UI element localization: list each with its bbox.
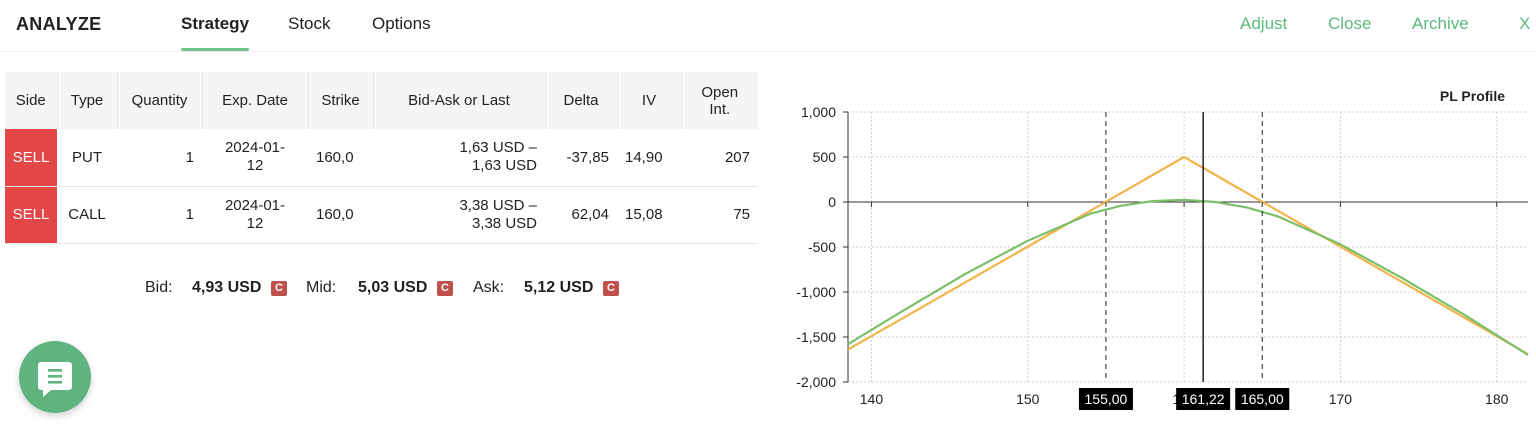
bid-label: Bid:: [145, 279, 173, 296]
tab-stock[interactable]: Stock: [288, 14, 331, 33]
marker-label-box: [1235, 388, 1290, 410]
pl-series-line-1: [847, 198, 1529, 356]
col-exp-date: Exp. Date: [202, 72, 309, 129]
bid-value: 4,93 USD: [192, 279, 262, 296]
legs-table: Side Type Quantity Exp. Date Strike Bid-…: [5, 72, 758, 244]
x-tick-label: 150: [1016, 391, 1040, 407]
strike-cell: 160,0: [308, 186, 373, 244]
col-quantity: Quantity: [117, 72, 203, 129]
col-iv: IV: [617, 72, 682, 129]
pl-series-line-0: [847, 155, 1529, 356]
col-side: Side: [5, 72, 58, 129]
exp-date-part-2: 12: [246, 157, 264, 175]
quantity-cell: 1: [117, 129, 202, 187]
dismiss-icon[interactable]: X: [1519, 14, 1531, 33]
exp-date-part-1: 2024-01-: [224, 196, 286, 214]
ask-label: Ask:: [473, 279, 505, 296]
active-tab-indicator: [181, 48, 249, 51]
side-badge: SELL: [5, 186, 57, 244]
col-bid-ask: Bid-Ask or Last: [373, 72, 546, 129]
col-open-int: Open Int.: [681, 72, 758, 129]
adjust-button[interactable]: Adjust: [1240, 14, 1288, 33]
ask-c-badge[interactable]: C: [603, 281, 619, 296]
y-tick-label: -1,000: [796, 284, 836, 300]
y-tick-label: 1,000: [801, 104, 836, 120]
marker-label: 155,00: [1085, 391, 1128, 407]
bid-ask-cell: 1,63 USD – 1,63 USD: [373, 129, 545, 187]
top-bar: ANALYZE Strategy Stock Options Adjust Cl…: [0, 0, 1536, 52]
chart-title: PL Profile: [1440, 88, 1505, 104]
col-strike: Strike: [308, 72, 374, 129]
type-cell: PUT: [57, 129, 117, 187]
delta-cell: 62,04: [545, 186, 617, 244]
marker-label-box: [1176, 388, 1231, 410]
table-header-row: Side Type Quantity Exp. Date Strike Bid-…: [5, 72, 758, 129]
close-button[interactable]: Close: [1328, 14, 1372, 33]
bid-ask-part-1: 1,63 USD –: [459, 139, 537, 157]
ask-value: 5,12 USD: [524, 279, 594, 296]
chat-icon: [38, 362, 72, 397]
col-type: Type: [57, 72, 118, 129]
side-badge: SELL: [5, 129, 57, 187]
delta-cell: -37,85: [545, 129, 617, 187]
marker-label-box: [1078, 388, 1133, 410]
quantity-cell: 1: [117, 186, 202, 244]
exp-date-part-1: 2024-01-: [224, 139, 286, 157]
chat-button[interactable]: [19, 341, 91, 413]
exp-date-cell: 2024-01- 12: [202, 186, 308, 244]
marker-label: 165,00: [1241, 391, 1284, 407]
strike-cell: 160,0: [308, 129, 373, 187]
mid-c-badge[interactable]: C: [437, 281, 453, 296]
open-int-cell: 207: [681, 129, 758, 187]
iv-cell: 15,08: [617, 186, 681, 244]
y-tick-label: -500: [808, 239, 836, 255]
page-title: ANALYZE: [16, 14, 102, 34]
bid-ask-part-2: 1,63 USD: [471, 157, 537, 175]
table-row[interactable]: SELL CALL 1 2024-01- 12 160,0 3,38 USD –…: [5, 186, 758, 244]
y-tick-label: 500: [813, 149, 837, 165]
mid-value: 5,03 USD: [358, 279, 428, 296]
bid-ask-cell: 3,38 USD – 3,38 USD: [373, 186, 545, 244]
y-tick-label: -2,000: [796, 374, 836, 390]
table-row[interactable]: SELL PUT 1 2024-01- 12 160,0 1,63 USD – …: [5, 129, 758, 187]
mid-label: Mid:: [306, 279, 337, 296]
y-tick-label: 0: [828, 194, 836, 210]
x-tick-label: 140: [860, 391, 884, 407]
bid-ask-part-1: 3,38 USD –: [459, 196, 537, 214]
exp-date-cell: 2024-01- 12: [202, 129, 308, 187]
col-delta: Delta: [545, 72, 618, 129]
x-tick-label: 180: [1485, 391, 1509, 407]
tab-options[interactable]: Options: [372, 14, 431, 33]
archive-button[interactable]: Archive: [1412, 14, 1469, 33]
pl-profile-chart: 1,0005000-500-1,000-1,500-2,000140150160…: [796, 88, 1529, 410]
iv-cell: 14,90: [617, 129, 681, 187]
open-int-cell: 75: [681, 186, 758, 244]
bid-ask-part-2: 3,38 USD: [471, 214, 537, 232]
y-tick-label: -1,500: [796, 329, 836, 345]
bid-c-badge[interactable]: C: [271, 281, 287, 296]
tab-strategy[interactable]: Strategy: [181, 14, 250, 33]
x-tick-label: 170: [1329, 391, 1353, 407]
type-cell: CALL: [57, 186, 117, 244]
exp-date-part-2: 12: [246, 214, 264, 232]
marker-label: 161,22: [1182, 391, 1225, 407]
